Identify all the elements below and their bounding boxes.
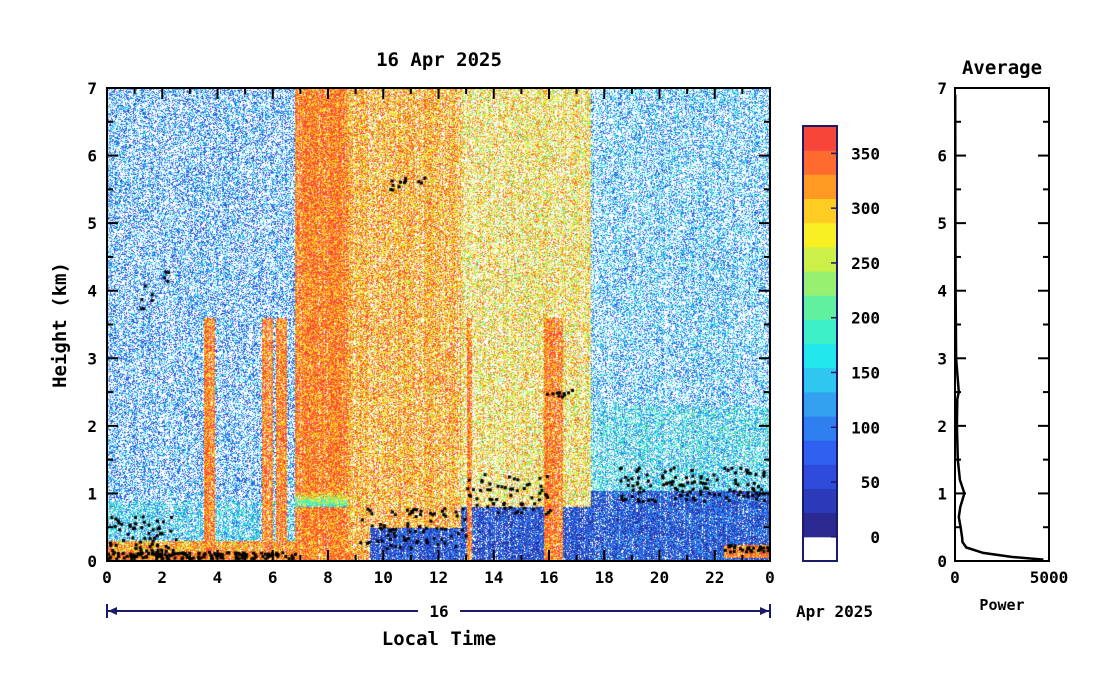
colorbar-swatch [803,416,837,441]
avg-y-tick-label: 7 [937,79,947,98]
x-tick-label: 12 [429,568,448,587]
x-tick-label: 16 [539,568,558,587]
y-tick-label: 1 [87,484,97,503]
average-profile-axes: 0 1 2 3 4 5 6 7 0 5000 [937,79,1068,587]
colorbar-swatch [803,488,837,514]
colorbar-swatch [803,271,837,296]
date-bar-label: 16 [429,602,448,621]
avg-x-label: Power [979,596,1024,614]
x-tick-label: 14 [484,568,503,587]
y-axis-label: Height (km) [49,262,71,388]
colorbar-tick-label: 350 [851,144,880,163]
colorbar-tick-label: 250 [851,254,880,273]
colorbar-tick-label: 200 [851,309,880,328]
x-tick-label: 8 [323,568,333,587]
colorbar-swatch [803,367,837,393]
x-axis-label: Local Time [382,628,496,650]
colorbar-swatch [803,391,837,417]
avg-title: Average [962,57,1042,79]
colorbar-swatch [803,246,837,272]
x-tick-label: 2 [157,568,167,587]
y-tick-label: 7 [87,79,97,98]
colorbar-tick-label: 300 [851,199,880,218]
y-tick-label: 2 [87,417,97,436]
avg-plot-frame [954,87,1050,562]
avg-y-tick-label: 3 [937,349,947,368]
y-tick-label: 5 [87,214,97,233]
heatmap-image [107,88,770,561]
date-bar-arrow-left [108,607,117,615]
avg-y-tick-label: 6 [937,147,947,166]
avg-y-tick-label: 5 [937,214,947,233]
colorbar-swatch [803,174,837,199]
avg-profile-line [953,94,1044,561]
colorbar-swatch [803,464,837,489]
main-title: 16 Apr 2025 [376,49,502,71]
colorbar-swatch [803,150,837,175]
colorbar-swatch [803,440,837,465]
x-tick-label: 0 [765,568,775,587]
x-tick-label: 6 [268,568,278,587]
colorbar-swatch [803,198,837,224]
colorbar-tick-label: 50 [861,473,880,492]
y-tick-label: 3 [87,349,97,368]
colorbar-tick-label: 100 [851,418,880,437]
colorbar-swatch [803,512,837,538]
y-tick-label: 4 [87,282,97,301]
colorbar-tick-label: 0 [870,528,880,547]
avg-y-tick-label: 4 [937,282,947,301]
colorbar-swatch [803,222,837,248]
x-tick-label: 0 [102,568,112,587]
colorbar-swatch [803,343,837,369]
colorbar-swatch [803,319,837,344]
heatmap-raster [107,88,770,561]
avg-y-tick-label: 1 [937,484,947,503]
x-tick-label: 20 [650,568,669,587]
avg-y-tick-label: 2 [937,417,947,436]
x-tick-label: 22 [705,568,724,587]
y-tick-label: 6 [87,147,97,166]
colorbar: 0 50 100 150 200 250 300 350 [802,125,880,562]
avg-x-tick-label: 0 [950,568,960,587]
date-bar: 16 [106,602,771,621]
date-bar-arrow-right [760,607,769,615]
x-tick-label: 10 [374,568,393,587]
colorbar-swatch [803,126,837,151]
x-tick-label: 4 [213,568,223,587]
avg-y-tick-label: 0 [937,552,947,571]
avg-x-tick-label: 5000 [1030,568,1069,587]
colorbar-frame [802,125,838,562]
colorbar-swatch [803,536,837,562]
y-tick-label: 0 [87,552,97,571]
colorbar-swatch [803,295,837,320]
x-tick-label: 18 [595,568,614,587]
colorbar-tick-label: 150 [851,364,880,383]
date-suffix: Apr 2025 [796,602,873,621]
